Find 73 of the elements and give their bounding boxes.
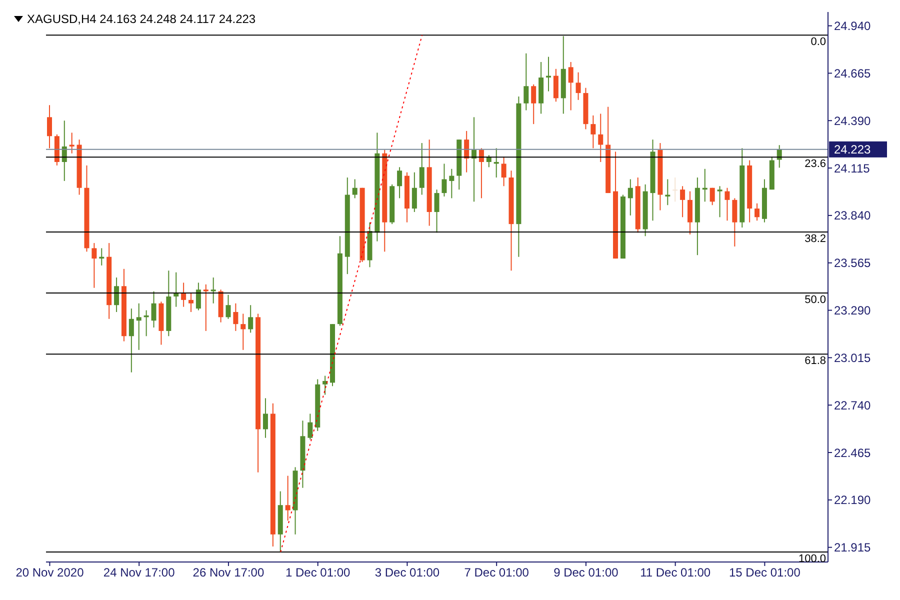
candlestick: [568, 62, 574, 111]
candlestick: [352, 178, 358, 199]
y-tick-label: 24.665: [834, 66, 872, 80]
candlestick: [449, 168, 454, 199]
candlestick: [240, 313, 246, 350]
y-tick-label: 24.115: [834, 161, 870, 176]
x-tick-label: 11 Dec 01:00: [640, 566, 711, 580]
candlestick: [553, 68, 558, 102]
candlestick: [524, 52, 529, 111]
candlestick: [181, 282, 186, 308]
candlestick: [128, 308, 134, 373]
candlestick: [434, 189, 440, 234]
candlestick: [680, 186, 686, 218]
y-tick-label: 22.190: [834, 493, 872, 508]
y-tick-label: 24.390: [834, 114, 872, 128]
x-tick-label: 20 Nov 2020: [16, 566, 84, 580]
candlestick: [397, 166, 402, 199]
candlestick: [248, 304, 254, 334]
y-tick-label: 24.940: [834, 19, 872, 34]
candlestick: [47, 104, 52, 149]
candlestick: [576, 72, 581, 100]
ref-line-label: 24.223: [834, 142, 872, 156]
candlestick: [628, 178, 633, 216]
candlestick: [717, 186, 722, 218]
candlestick: [710, 187, 715, 206]
x-tick-label: 1 Dec 01:00: [285, 566, 351, 580]
candlestick: [464, 130, 470, 173]
candlestick: [687, 190, 692, 235]
candlestick: [419, 142, 424, 196]
candlestick: [442, 163, 447, 197]
candlestick: [188, 292, 194, 312]
candlestick: [92, 242, 97, 288]
candlestick: [478, 148, 484, 199]
x-tick-label: 26 Nov 17:00: [192, 566, 264, 580]
candlestick: [732, 198, 738, 247]
candlestick: [114, 277, 120, 312]
chart-title: XAGUSD,H4 24.163 24.248 24.117 24.223: [27, 12, 256, 26]
candlestick: [754, 202, 760, 222]
candlestick: [590, 114, 596, 149]
annotation: 0.0: [810, 36, 826, 48]
candlestick: [598, 113, 604, 162]
candlestick: [531, 84, 536, 125]
candlestick: [501, 156, 506, 187]
candlestick: [233, 302, 238, 332]
candlestick: [136, 302, 142, 350]
annotation: 50.0: [804, 294, 826, 306]
x-tick-label: 15 Dec 01:00: [729, 566, 801, 580]
y-tick-label: 22.465: [834, 446, 872, 460]
y-tick-label: 23.840: [834, 208, 872, 223]
candlestick: [322, 375, 328, 396]
candlestick: [672, 177, 678, 202]
candlestick: [262, 398, 268, 438]
y-tick-label: 22.740: [834, 398, 872, 412]
candlestick: [412, 172, 417, 212]
candlestick: [724, 187, 730, 222]
y-tick-label: 23.290: [834, 304, 872, 318]
x-tick-label: 24 Nov 17:00: [103, 566, 176, 580]
x-tick-label: 7 Dec 01:00: [464, 566, 530, 580]
candlestick: [210, 277, 216, 304]
y-tick-label: 23.565: [834, 256, 872, 270]
x-tick-label: 3 Dec 01:00: [374, 566, 440, 580]
candlestick: [285, 475, 290, 522]
annotation: 38.2: [804, 232, 826, 245]
candlestick: [151, 290, 156, 328]
candlestick: [308, 413, 313, 440]
y-tick-label: 23.015: [834, 350, 872, 365]
x-tick-label: 9 Dec 01:00: [554, 566, 619, 580]
candlestick: [196, 282, 201, 311]
candlestick: [203, 284, 208, 332]
y-tick-label: 21.915: [834, 540, 872, 555]
annotation: 61.8: [804, 354, 826, 367]
annotation: 23.6: [804, 158, 826, 170]
candlestick: [226, 294, 231, 320]
